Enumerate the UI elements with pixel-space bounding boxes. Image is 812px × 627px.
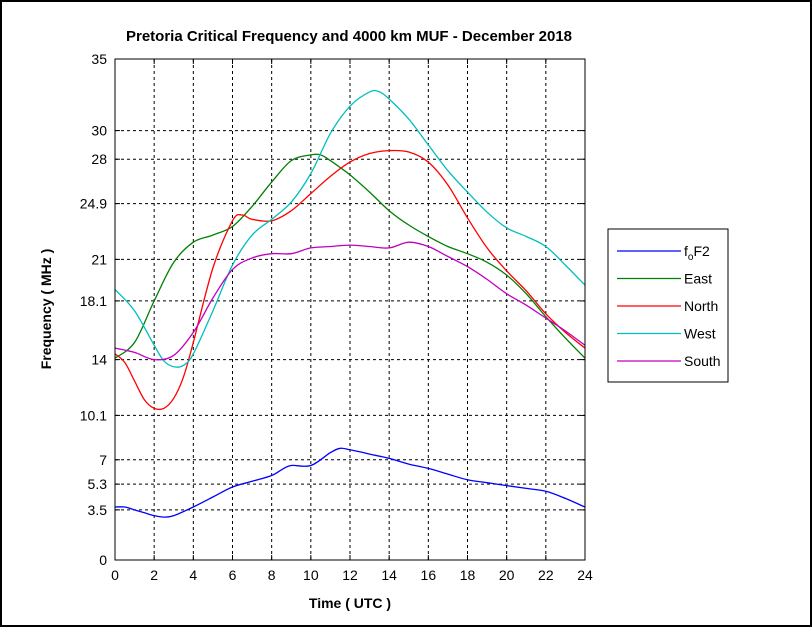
x-axis-label: Time ( UTC ) xyxy=(309,595,391,611)
x-tick-label: 18 xyxy=(460,567,476,583)
x-tick-label: 12 xyxy=(342,567,358,583)
chart-title: Pretoria Critical Frequency and 4000 km … xyxy=(126,28,572,45)
legend-label-west: West xyxy=(684,326,716,342)
y-tick-label: 5.3 xyxy=(88,476,108,492)
series-line-north xyxy=(114,149,586,411)
series-lines xyxy=(114,89,586,518)
y-axis-label: Frequency ( MHz ) xyxy=(38,249,54,370)
legend-label-south: South xyxy=(684,353,721,369)
y-tick-label: 14 xyxy=(91,352,107,368)
y-tick-label: 35 xyxy=(91,51,107,67)
x-tick-label: 8 xyxy=(268,567,276,583)
x-tick-label: 16 xyxy=(421,567,437,583)
series-line-east xyxy=(114,153,586,359)
x-tick-label: 0 xyxy=(111,567,119,583)
y-tick-label: 30 xyxy=(91,123,107,139)
x-tick-label: 22 xyxy=(538,567,554,583)
legend: foF2 East North West South xyxy=(607,228,729,383)
series-line-south xyxy=(114,241,586,361)
series-line-fof2 xyxy=(114,447,586,518)
plot-area xyxy=(114,58,586,561)
x-tick-label: 20 xyxy=(499,567,515,583)
y-tick-label: 24.9 xyxy=(80,196,107,212)
x-tick-label: 10 xyxy=(303,567,319,583)
y-tick-label: 21 xyxy=(91,251,107,267)
y-tick-label: 0 xyxy=(99,552,107,568)
y-tick-label: 18.1 xyxy=(80,293,107,309)
x-tick-label: 24 xyxy=(577,567,593,583)
y-tick-label: 28 xyxy=(91,151,107,167)
x-tick-label: 14 xyxy=(381,567,397,583)
axis-ticks: 0 2 4 6 8 10 12 14 16 18 20 22 2403.55.3710.11418.12… xyxy=(80,51,593,583)
x-tick-label: 4 xyxy=(189,567,197,583)
legend-label-fof2: foF2 xyxy=(684,243,710,263)
x-tick-label: 2 xyxy=(150,567,158,583)
y-tick-label: 7 xyxy=(99,452,107,468)
legend-label-north: North xyxy=(684,298,718,314)
y-tick-label: 3.5 xyxy=(88,502,108,518)
series-line-west xyxy=(114,89,586,368)
grid-lines xyxy=(115,59,585,560)
x-tick-label: 6 xyxy=(229,567,237,583)
legend-label-east: East xyxy=(684,271,712,287)
y-tick-label: 10.1 xyxy=(80,407,107,423)
